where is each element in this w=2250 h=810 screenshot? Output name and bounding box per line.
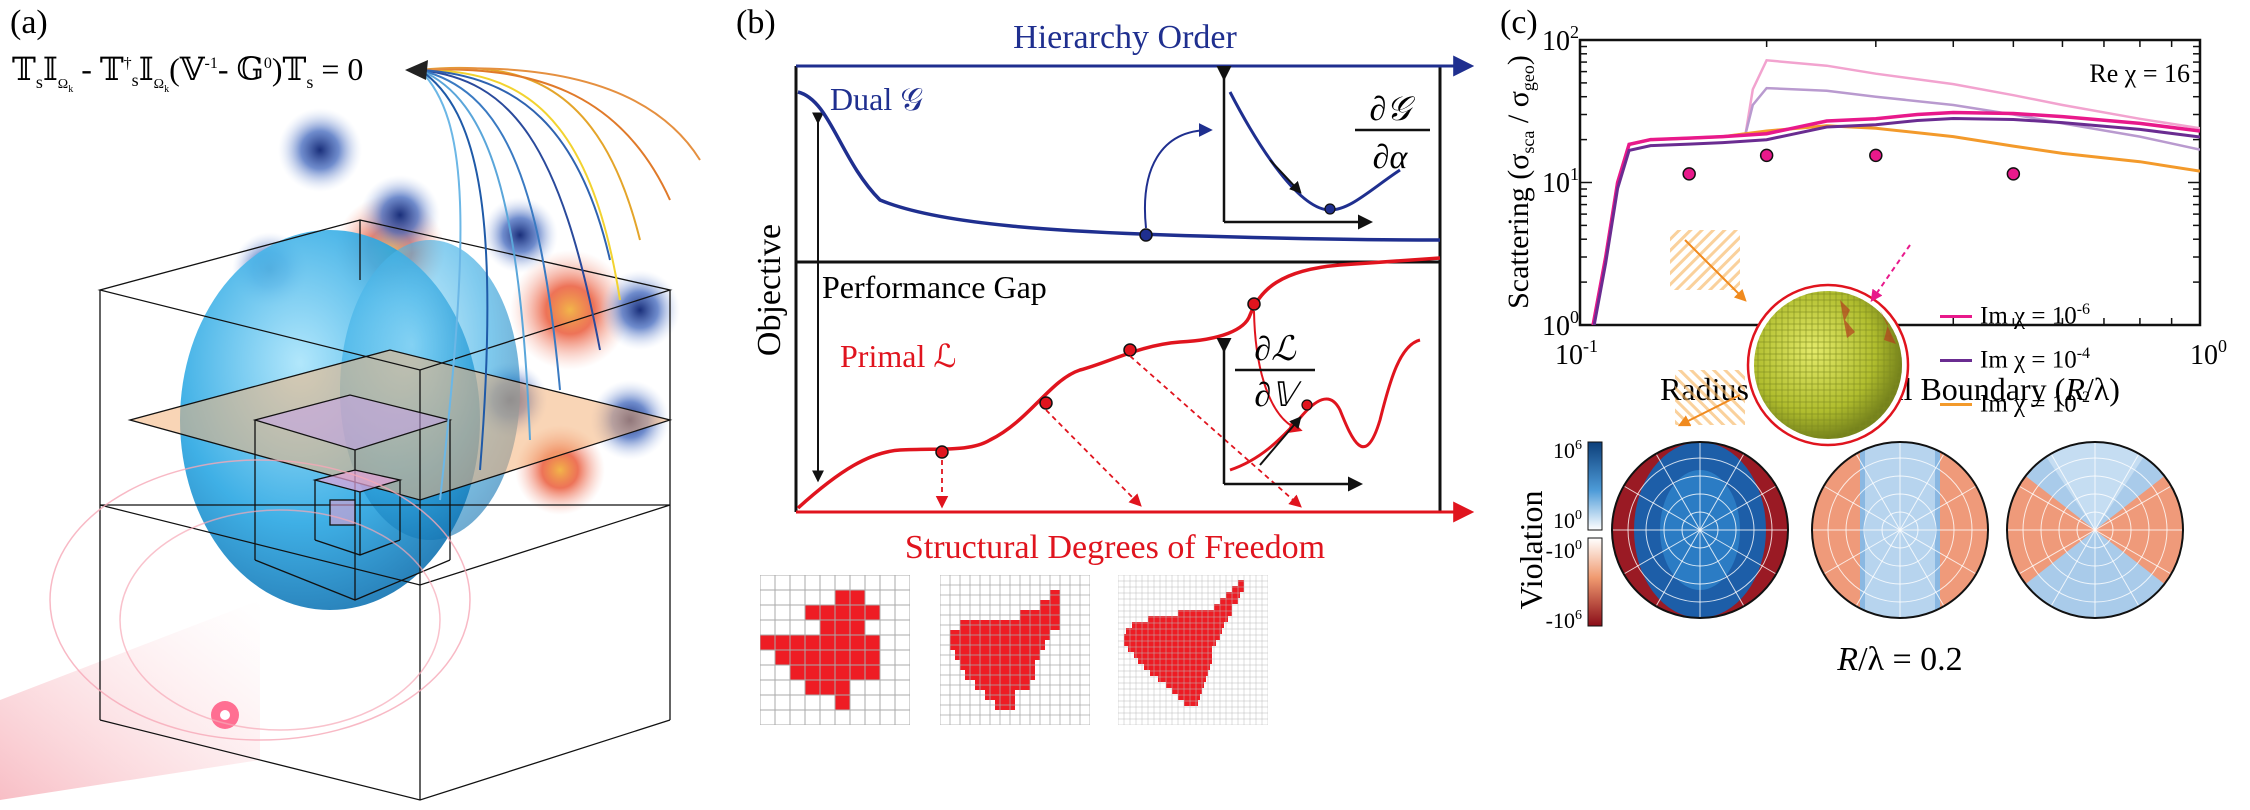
y-tick-label: 100 [1542, 307, 1579, 342]
legend-swatch [1940, 402, 1972, 406]
dual-derivative-num: ∂𝒢 [1369, 91, 1415, 128]
primal-points [935, 297, 1261, 459]
series-layer [1591, 58, 2200, 325]
legend-label: Im χ = 10-4 [1980, 345, 2091, 374]
legend-swatch [1940, 358, 1972, 362]
incident-beam [0, 600, 260, 800]
violation-row: Violation 106 100 -100 -106 [1513, 438, 2184, 678]
primal-point [935, 445, 949, 459]
x-tick-label: 10-1 [1555, 336, 1598, 371]
colorbar-tick: -100 [1546, 538, 1582, 563]
panel-a: (a) [0, 0, 740, 810]
y-axis-label: Scattering (σsca / σgeo) [1502, 55, 1538, 309]
primal-derivative-den: ∂𝕍 [1254, 377, 1302, 414]
radius-caption: R/λ = 0.2 [1836, 641, 1962, 678]
series-line [1591, 110, 2200, 325]
legend-item: Im χ = 10-4 [1940, 338, 2200, 382]
dual-inset [1216, 66, 1401, 230]
panel-b-diagram: Hierarchy Order Structural Degrees of Fr… [751, 19, 1475, 566]
primal-point [1123, 343, 1137, 357]
panel-c: (c) 100 101 102 10-1 100 [1500, 0, 2250, 810]
source-point-core [220, 710, 230, 720]
colorbar-negative [1587, 537, 1603, 627]
nested-domain-cubes [97, 219, 673, 801]
y-tick-label: 102 [1542, 22, 1579, 57]
field-blob [360, 175, 440, 255]
radius-marker [1682, 167, 1696, 181]
radius-marker [1759, 148, 1774, 163]
polar-border [1811, 441, 1989, 619]
primal-inset [1216, 338, 1421, 492]
structure-grid-fine [1118, 575, 1268, 725]
colorbar-positive [1587, 441, 1603, 531]
performance-gap-label: Performance Gap [822, 269, 1047, 305]
primal-curve [796, 256, 1441, 510]
y-tick-label: 101 [1542, 164, 1579, 199]
field-blob [600, 270, 680, 350]
dual-point [1139, 228, 1153, 242]
panel-b: (b) Hierarchy Order Structural Degrees o… [736, 0, 1500, 810]
panel-b-label: (b) [736, 4, 776, 41]
colorbar-tick: 100 [1553, 508, 1582, 533]
arrow-head [405, 60, 428, 80]
primal-point [1039, 396, 1053, 410]
re-chi-annotation: Re χ = 16 [2089, 59, 2190, 88]
hierarchy-curves [419, 66, 701, 501]
incident-arrow [1684, 239, 1747, 302]
objective-label: Objective [751, 224, 788, 356]
ring [119, 509, 441, 731]
legend-swatch [1940, 314, 1972, 318]
dual-label: Dual 𝒢 [830, 81, 923, 117]
hierarchy-order-label: Hierarchy Order [1013, 19, 1237, 56]
colorbar-tick: -106 [1546, 608, 1582, 633]
structural-freedom-label: Structural Degrees of Freedom [905, 529, 1325, 566]
dual-curve [797, 90, 1441, 242]
radius-marker [2006, 167, 2021, 181]
panel-c-label: (c) [1500, 4, 1538, 41]
dual-derivative-den: ∂α [1373, 139, 1409, 176]
radius-marker [1869, 148, 1883, 163]
polar-border [1611, 441, 1789, 619]
legend-label: Im χ = 10-2 [1980, 389, 2091, 418]
ring [49, 459, 471, 741]
axis-ticks [1579, 40, 2201, 326]
legend-item: Im χ = 10-6 [1940, 294, 2200, 338]
field-blob [278, 108, 362, 192]
panel-a-label: (a) [10, 4, 48, 41]
x-tick-label: 100 [2190, 336, 2227, 371]
legend: Im χ = 10-6 Im χ = 10-4 Im χ = 10-2 [1940, 294, 2200, 426]
structure-grid-coarse [760, 575, 910, 725]
dual-zoom-arrow [1144, 123, 1213, 229]
structure-grid-medium [940, 575, 1090, 725]
primal-label: Primal ℒ [840, 338, 956, 374]
series-line [1592, 116, 2200, 325]
field-blob [482, 197, 558, 273]
projection-arrows [935, 355, 1302, 509]
primal-derivative-num: ∂ℒ [1254, 331, 1297, 368]
polar-grids [1612, 442, 2183, 618]
panel-a-illustration: 𝕋s𝕀Ωk - 𝕋†s𝕀Ωk(𝕍-1- 𝔾0)𝕋s = 0 [0, 51, 701, 801]
constraint-equation: 𝕋s𝕀Ωk - 𝕋†s𝕀Ωk(𝕍-1- 𝔾0)𝕋s = 0 [12, 51, 363, 95]
primal-point [1247, 297, 1261, 311]
violation-label: Violation [1513, 491, 1549, 610]
colorbar-tick: 106 [1553, 438, 1582, 463]
field-blob [510, 250, 630, 370]
polar-border [2006, 441, 2184, 619]
legend-label: Im χ = 10-6 [1980, 301, 2091, 330]
legend-item: Im χ = 10-2 [1940, 382, 2200, 426]
